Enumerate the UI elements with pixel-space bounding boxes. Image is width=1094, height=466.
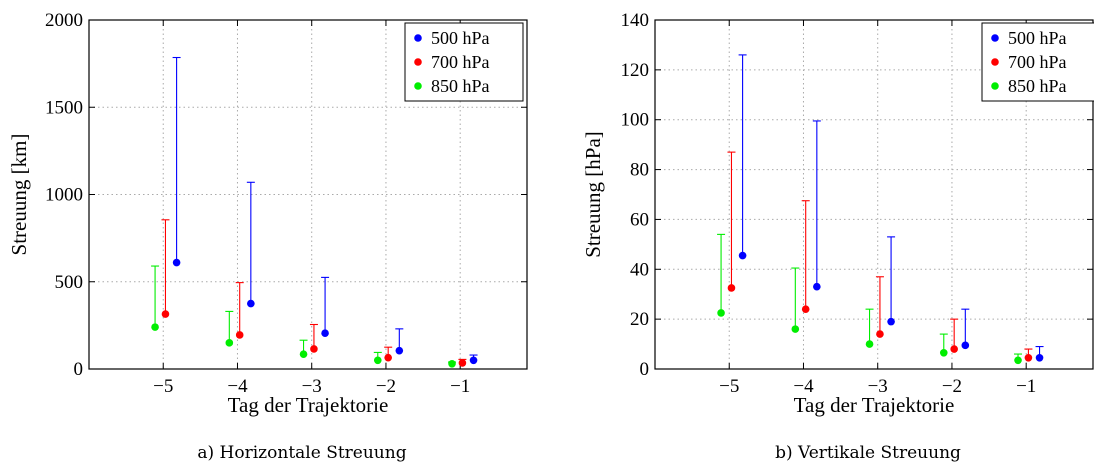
data-point [458, 359, 467, 367]
data-point [813, 282, 821, 291]
data-point [161, 310, 170, 318]
legend: 500 hPa 700 hPa 850 hPa [404, 22, 524, 102]
x-tick-label: −1 [1016, 376, 1036, 397]
legend-marker [991, 34, 999, 42]
panel-caption: a) Horizontale Streuung [197, 443, 406, 463]
legend-label: 850 hPa [431, 76, 490, 96]
data-point [1024, 353, 1033, 362]
x-tick-label: −2 [942, 376, 962, 397]
data-point [801, 305, 810, 313]
data-point [1035, 353, 1044, 362]
legend-marker [991, 58, 999, 66]
x-tick-label: −4 [793, 376, 814, 397]
legend-label: 850 hPa [1008, 76, 1067, 96]
data-point [950, 345, 958, 353]
y-tick-label: 0 [74, 359, 84, 380]
data-point [876, 330, 884, 338]
axes-frame [654, 19, 1094, 370]
x-tick-label: −4 [227, 376, 248, 397]
y-tick-label: 80 [630, 160, 649, 181]
legend-marker [414, 34, 422, 42]
legend-label: 500 hPa [431, 28, 490, 48]
data-point [717, 309, 725, 317]
data-point [791, 325, 800, 333]
data-point [865, 340, 874, 348]
data-point [299, 350, 308, 358]
legend-box [981, 22, 1094, 102]
legend-label: 700 hPa [431, 52, 490, 72]
x-tick-label: −5 [153, 376, 173, 397]
data-point [373, 356, 382, 365]
x-axis-label: Tag der Trajektorie [794, 393, 955, 417]
y-tick-label: 1000 [45, 185, 83, 206]
legend-box [404, 22, 524, 102]
y-tick-label: 2000 [45, 10, 83, 31]
legend-marker [414, 58, 422, 66]
legend-marker [991, 82, 999, 90]
data-point [961, 341, 970, 350]
y-tick-label: 140 [621, 10, 650, 31]
y-axis-label: Streuung [hPa] [581, 131, 605, 258]
x-tick-label: −1 [450, 376, 470, 397]
data-point [887, 317, 895, 326]
data-point [172, 258, 181, 267]
x-tick-label: −5 [719, 376, 739, 397]
data-point [247, 299, 255, 308]
data-point [310, 345, 318, 353]
data-point [939, 348, 948, 357]
y-tick-label: 100 [621, 110, 650, 131]
y-tick-label: 0 [640, 359, 650, 380]
panel-vertical: −5 −4 −3 −2 −1 0 20 40 60 80 100 120 140 Tag der Traj… [581, 10, 1094, 463]
panel-caption: b) Vertikale Streuung [775, 443, 961, 463]
data-point [235, 331, 244, 339]
data-point [321, 329, 329, 338]
panel-horizontal: −5 −4 −3 −2 −1 0 500 1000 1500 2000 Tag der Trajek… [7, 10, 528, 463]
y-tick-label: 120 [621, 60, 650, 81]
x-axis-label: Tag der Trajektorie [228, 393, 389, 417]
data-point [151, 323, 159, 331]
x-tick-label: −3 [868, 376, 888, 397]
x-tick-label: −3 [302, 376, 322, 397]
y-tick-label: 40 [630, 259, 649, 280]
y-tick-label: 20 [630, 309, 649, 330]
data-point [1014, 356, 1022, 365]
y-tick-label: 500 [55, 272, 84, 293]
y-tick-label: 1500 [45, 97, 83, 118]
data-point [448, 359, 456, 368]
x-tick-label: −2 [376, 376, 396, 397]
y-axis-label: Streuung [km] [7, 134, 31, 256]
data-point [738, 251, 747, 260]
y-tick-label: 60 [630, 209, 649, 230]
data-point [727, 284, 736, 292]
data-point [469, 356, 478, 365]
data-point [384, 353, 392, 362]
data-point [395, 346, 404, 355]
legend-label: 500 hPa [1008, 28, 1067, 48]
data-point [225, 339, 234, 347]
legend-marker [414, 82, 422, 90]
legend: 500 hPa 700 hPa 850 hPa [981, 22, 1094, 102]
legend-label: 700 hPa [1008, 52, 1067, 72]
